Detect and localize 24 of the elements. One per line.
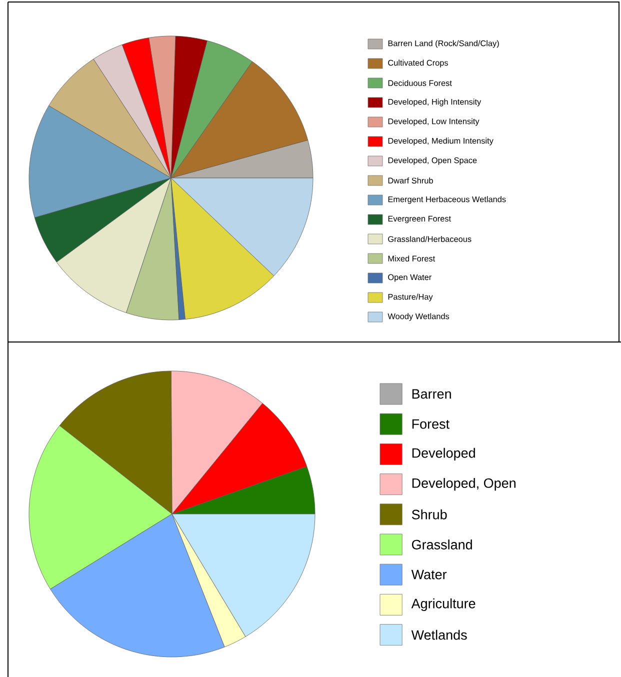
legend-label: Forest [412,419,450,429]
legend-label: Dwarf Shrub [388,177,433,184]
legend-label: Cultivated Crops [388,60,448,68]
legend-label: Barren [412,389,451,399]
legend-label: Emergent Herbaceous Wetlands [388,196,506,204]
legend-label: Deciduous Forest [388,80,452,86]
legend-label: Agriculture [411,598,476,611]
legend-label: Developed, Open Space [388,157,477,165]
legend-label: Barren Land (Rock/Sand/Clay) [388,40,499,48]
legend-label: Wetlands [411,630,467,640]
legend-label: Evergreen Forest [388,216,451,224]
legend-label: Woody Wetlands [388,313,450,321]
legend-label: Shrub [412,509,447,520]
legend-label: Mixed Forest [388,255,436,262]
legend-label: Developed [412,448,475,460]
legend-label: Water [411,570,447,580]
legend-label: Developed, Low Intensity [388,118,480,126]
legend-label: Grassland [412,540,472,550]
legend-label: Open Water [388,274,432,282]
legend-label: Developed, Medium Intensity [388,138,494,146]
legend-label: Grassland/Herbaceous [388,236,472,242]
legend-label: Developed, Open [412,478,516,491]
legend-label: Pasture/Hay [388,294,433,302]
legend-label: Developed, High Intensity [388,98,482,106]
